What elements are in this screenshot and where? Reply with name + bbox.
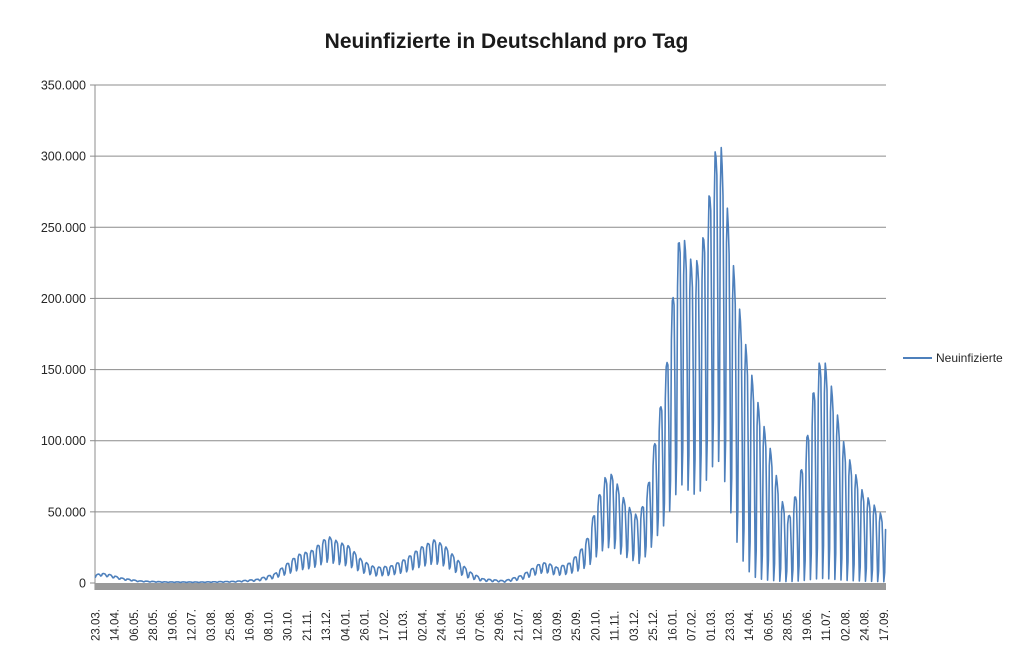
x-tick-label: 03.12. — [629, 609, 641, 641]
x-tick-label: 07.06. — [475, 609, 487, 641]
x-tick-label: 21.11. — [302, 610, 314, 641]
x-tick-label: 11.07. — [821, 610, 833, 641]
x-tick-label: 16.01. — [667, 609, 679, 641]
x-tick-label: 14.04. — [110, 609, 122, 641]
x-tick-label: 08.10. — [264, 609, 276, 641]
x-tick-label: 19.06. — [802, 609, 814, 641]
x-tick-label: 24.04. — [437, 609, 449, 641]
x-tick-label: 02.04. — [417, 609, 429, 641]
y-tick-label: 350.000 — [41, 79, 86, 93]
y-tick-label: 250.000 — [41, 221, 86, 235]
legend: Neuinfizierte — [903, 351, 1003, 365]
legend-label: Neuinfizierte — [936, 351, 1003, 365]
x-tick-label: 29.06. — [494, 609, 506, 641]
x-tick-label: 04.01. — [340, 609, 352, 641]
y-tick-label: 100.000 — [41, 434, 86, 448]
x-tick-label: 03.09. — [552, 609, 564, 641]
x-tick-label: 06.05. — [763, 609, 775, 641]
x-tick-label: 14.04. — [744, 609, 756, 641]
x-tick-label: 12.08. — [533, 609, 545, 641]
x-axis-bar — [95, 583, 886, 590]
x-tick-label: 17.09. — [879, 609, 891, 641]
x-tick-label: 25.12. — [648, 609, 660, 641]
x-tick-label: 16.05. — [456, 609, 468, 641]
x-tick-label: 21.07. — [514, 609, 526, 641]
x-tick-label: 16.09. — [244, 609, 256, 641]
series-line-neuinfizierte — [94, 146, 887, 584]
x-tick-label: 25.09. — [571, 609, 583, 641]
x-tick-label: 01.03. — [706, 609, 718, 641]
x-tick-label: 28.05. — [148, 609, 160, 641]
x-tick-label: 30.10. — [283, 609, 295, 641]
x-tick-label: 06.05. — [129, 609, 141, 641]
x-tick-label: 20.10. — [590, 609, 602, 641]
x-tick-label: 26.01. — [360, 609, 372, 641]
x-tick-label: 19.06. — [167, 609, 179, 641]
x-tick-label: 11.11. — [610, 611, 622, 641]
x-tick-label: 17.02. — [379, 609, 391, 641]
x-tick-label: 25.08. — [225, 609, 237, 641]
x-tick-label: 02.08. — [840, 609, 852, 641]
x-tick-label: 13.12. — [321, 609, 333, 641]
x-tick-label: 12.07. — [187, 609, 199, 641]
x-tick-label: 28.05. — [783, 609, 795, 641]
y-tick-label: 300.000 — [41, 150, 86, 164]
x-tick-label: 03.08. — [206, 609, 218, 641]
y-tick-label: 50.000 — [48, 505, 86, 519]
x-tick-label: 23.03. — [725, 609, 737, 641]
x-tick-label: 11.03. — [398, 610, 410, 641]
legend-line-sample — [903, 357, 932, 359]
y-tick-label: 200.000 — [41, 292, 86, 306]
x-tick-label: 07.02. — [687, 609, 699, 641]
y-tick-label: 0 — [79, 577, 86, 591]
x-tick-label: 23.03. — [90, 609, 102, 641]
chart-title: Neuinfizierte in Deutschland pro Tag — [324, 30, 689, 53]
y-tick-label: 150.000 — [41, 363, 86, 377]
x-tick-label: 24.08. — [860, 609, 872, 641]
